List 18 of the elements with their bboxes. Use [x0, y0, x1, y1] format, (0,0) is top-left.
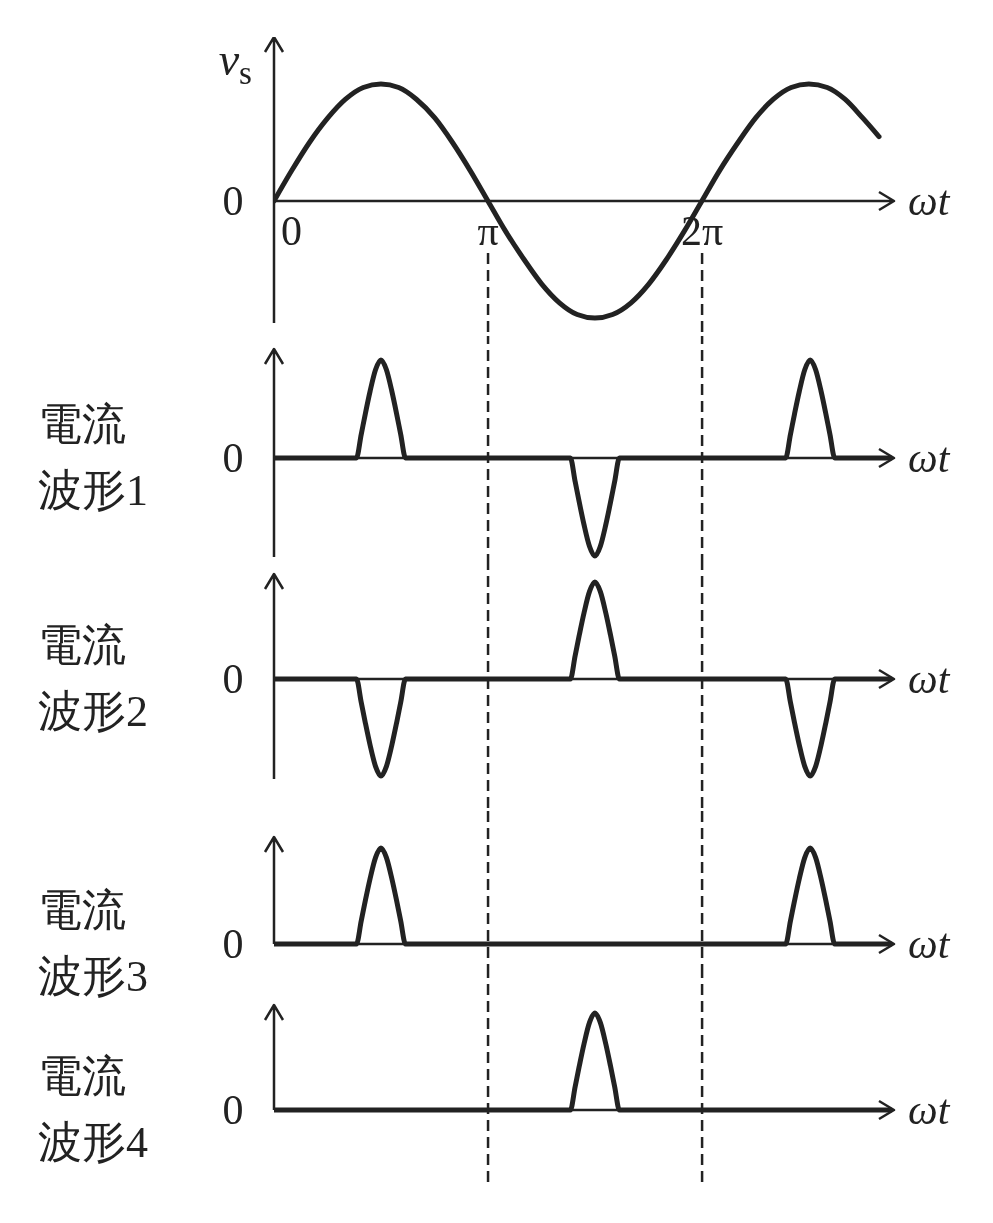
text: 0	[222, 1087, 244, 1133]
x-tick-label: 0	[281, 208, 302, 254]
x-axis-title: ωt	[908, 656, 950, 702]
text: 0	[222, 178, 244, 224]
y-axis-title: 電流波形1	[38, 399, 149, 517]
y-axis-title: 電流波形4	[38, 1051, 149, 1169]
x-axis-title: ωt	[908, 435, 950, 481]
text: 0	[222, 656, 244, 702]
x-tick-label: 2π	[680, 208, 724, 254]
x-axis-title: ωt	[908, 178, 950, 224]
y-axis-title: 電流波形3	[38, 885, 149, 1003]
y-axis-title: v$_{s}$	[218, 34, 252, 91]
x-axis-title: ωt	[908, 1087, 950, 1133]
text: 0	[222, 435, 244, 481]
x-tick-label: π	[477, 208, 499, 254]
y-axis-title: 電流波形2	[38, 620, 149, 738]
x-axis-title: ωt	[908, 921, 950, 967]
text: 0	[222, 921, 244, 967]
